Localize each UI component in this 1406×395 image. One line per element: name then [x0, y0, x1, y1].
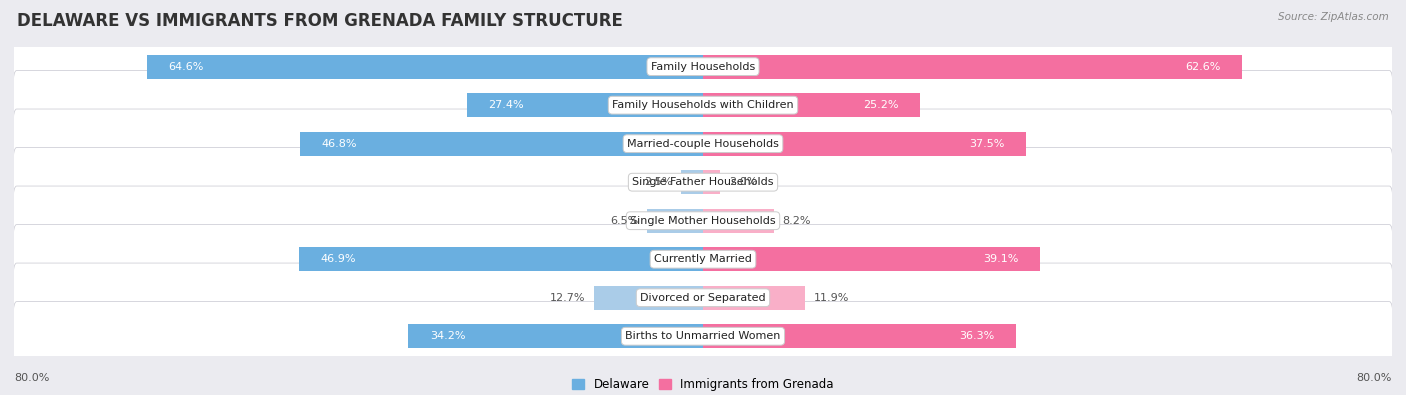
Text: 6.5%: 6.5% [610, 216, 638, 226]
Text: 27.4%: 27.4% [488, 100, 524, 110]
Text: 8.2%: 8.2% [782, 216, 811, 226]
Text: 64.6%: 64.6% [169, 62, 204, 71]
Text: Divorced or Separated: Divorced or Separated [640, 293, 766, 303]
FancyBboxPatch shape [13, 147, 1393, 217]
FancyBboxPatch shape [13, 109, 1393, 179]
Bar [409, 324, 703, 348]
Text: 80.0%: 80.0% [1357, 373, 1392, 383]
Text: Family Households with Children: Family Households with Children [612, 100, 794, 110]
Text: Family Households: Family Households [651, 62, 755, 71]
Text: 62.6%: 62.6% [1185, 62, 1220, 71]
Text: Births to Unmarried Women: Births to Unmarried Women [626, 331, 780, 341]
Text: Single Father Households: Single Father Households [633, 177, 773, 187]
Bar [682, 170, 703, 194]
FancyBboxPatch shape [13, 263, 1393, 333]
FancyBboxPatch shape [13, 224, 1393, 294]
Bar [146, 55, 703, 79]
Text: 25.2%: 25.2% [863, 100, 898, 110]
Bar [593, 286, 703, 310]
Text: 2.5%: 2.5% [644, 177, 673, 187]
Text: 46.9%: 46.9% [321, 254, 356, 264]
Text: 39.1%: 39.1% [983, 254, 1018, 264]
Bar [703, 132, 1026, 156]
Text: 12.7%: 12.7% [550, 293, 585, 303]
Bar [703, 324, 1015, 348]
Text: 11.9%: 11.9% [814, 293, 849, 303]
Text: 34.2%: 34.2% [430, 331, 465, 341]
FancyBboxPatch shape [13, 71, 1393, 140]
Text: DELAWARE VS IMMIGRANTS FROM GRENADA FAMILY STRUCTURE: DELAWARE VS IMMIGRANTS FROM GRENADA FAMI… [17, 12, 623, 30]
Text: 37.5%: 37.5% [969, 139, 1004, 149]
Text: Single Mother Households: Single Mother Households [630, 216, 776, 226]
Bar [703, 93, 920, 117]
Bar [647, 209, 703, 233]
FancyBboxPatch shape [13, 302, 1393, 371]
Bar [299, 247, 703, 271]
Bar [703, 170, 720, 194]
Text: 36.3%: 36.3% [959, 331, 994, 341]
FancyBboxPatch shape [13, 186, 1393, 256]
FancyBboxPatch shape [13, 32, 1393, 101]
Bar [299, 132, 703, 156]
Text: 80.0%: 80.0% [14, 373, 49, 383]
Text: 46.8%: 46.8% [322, 139, 357, 149]
Bar [703, 209, 773, 233]
Text: Currently Married: Currently Married [654, 254, 752, 264]
Bar [703, 55, 1241, 79]
Legend: Delaware, Immigrants from Grenada: Delaware, Immigrants from Grenada [568, 373, 838, 395]
Text: 2.0%: 2.0% [728, 177, 758, 187]
Text: Married-couple Households: Married-couple Households [627, 139, 779, 149]
Bar [703, 247, 1039, 271]
Text: Source: ZipAtlas.com: Source: ZipAtlas.com [1278, 12, 1389, 22]
Bar [467, 93, 703, 117]
Bar [703, 286, 806, 310]
